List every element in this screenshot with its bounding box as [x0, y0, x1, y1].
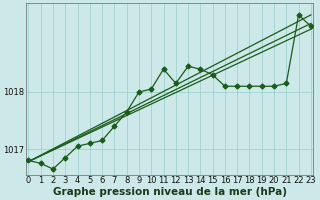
X-axis label: Graphe pression niveau de la mer (hPa): Graphe pression niveau de la mer (hPa) [53, 187, 287, 197]
